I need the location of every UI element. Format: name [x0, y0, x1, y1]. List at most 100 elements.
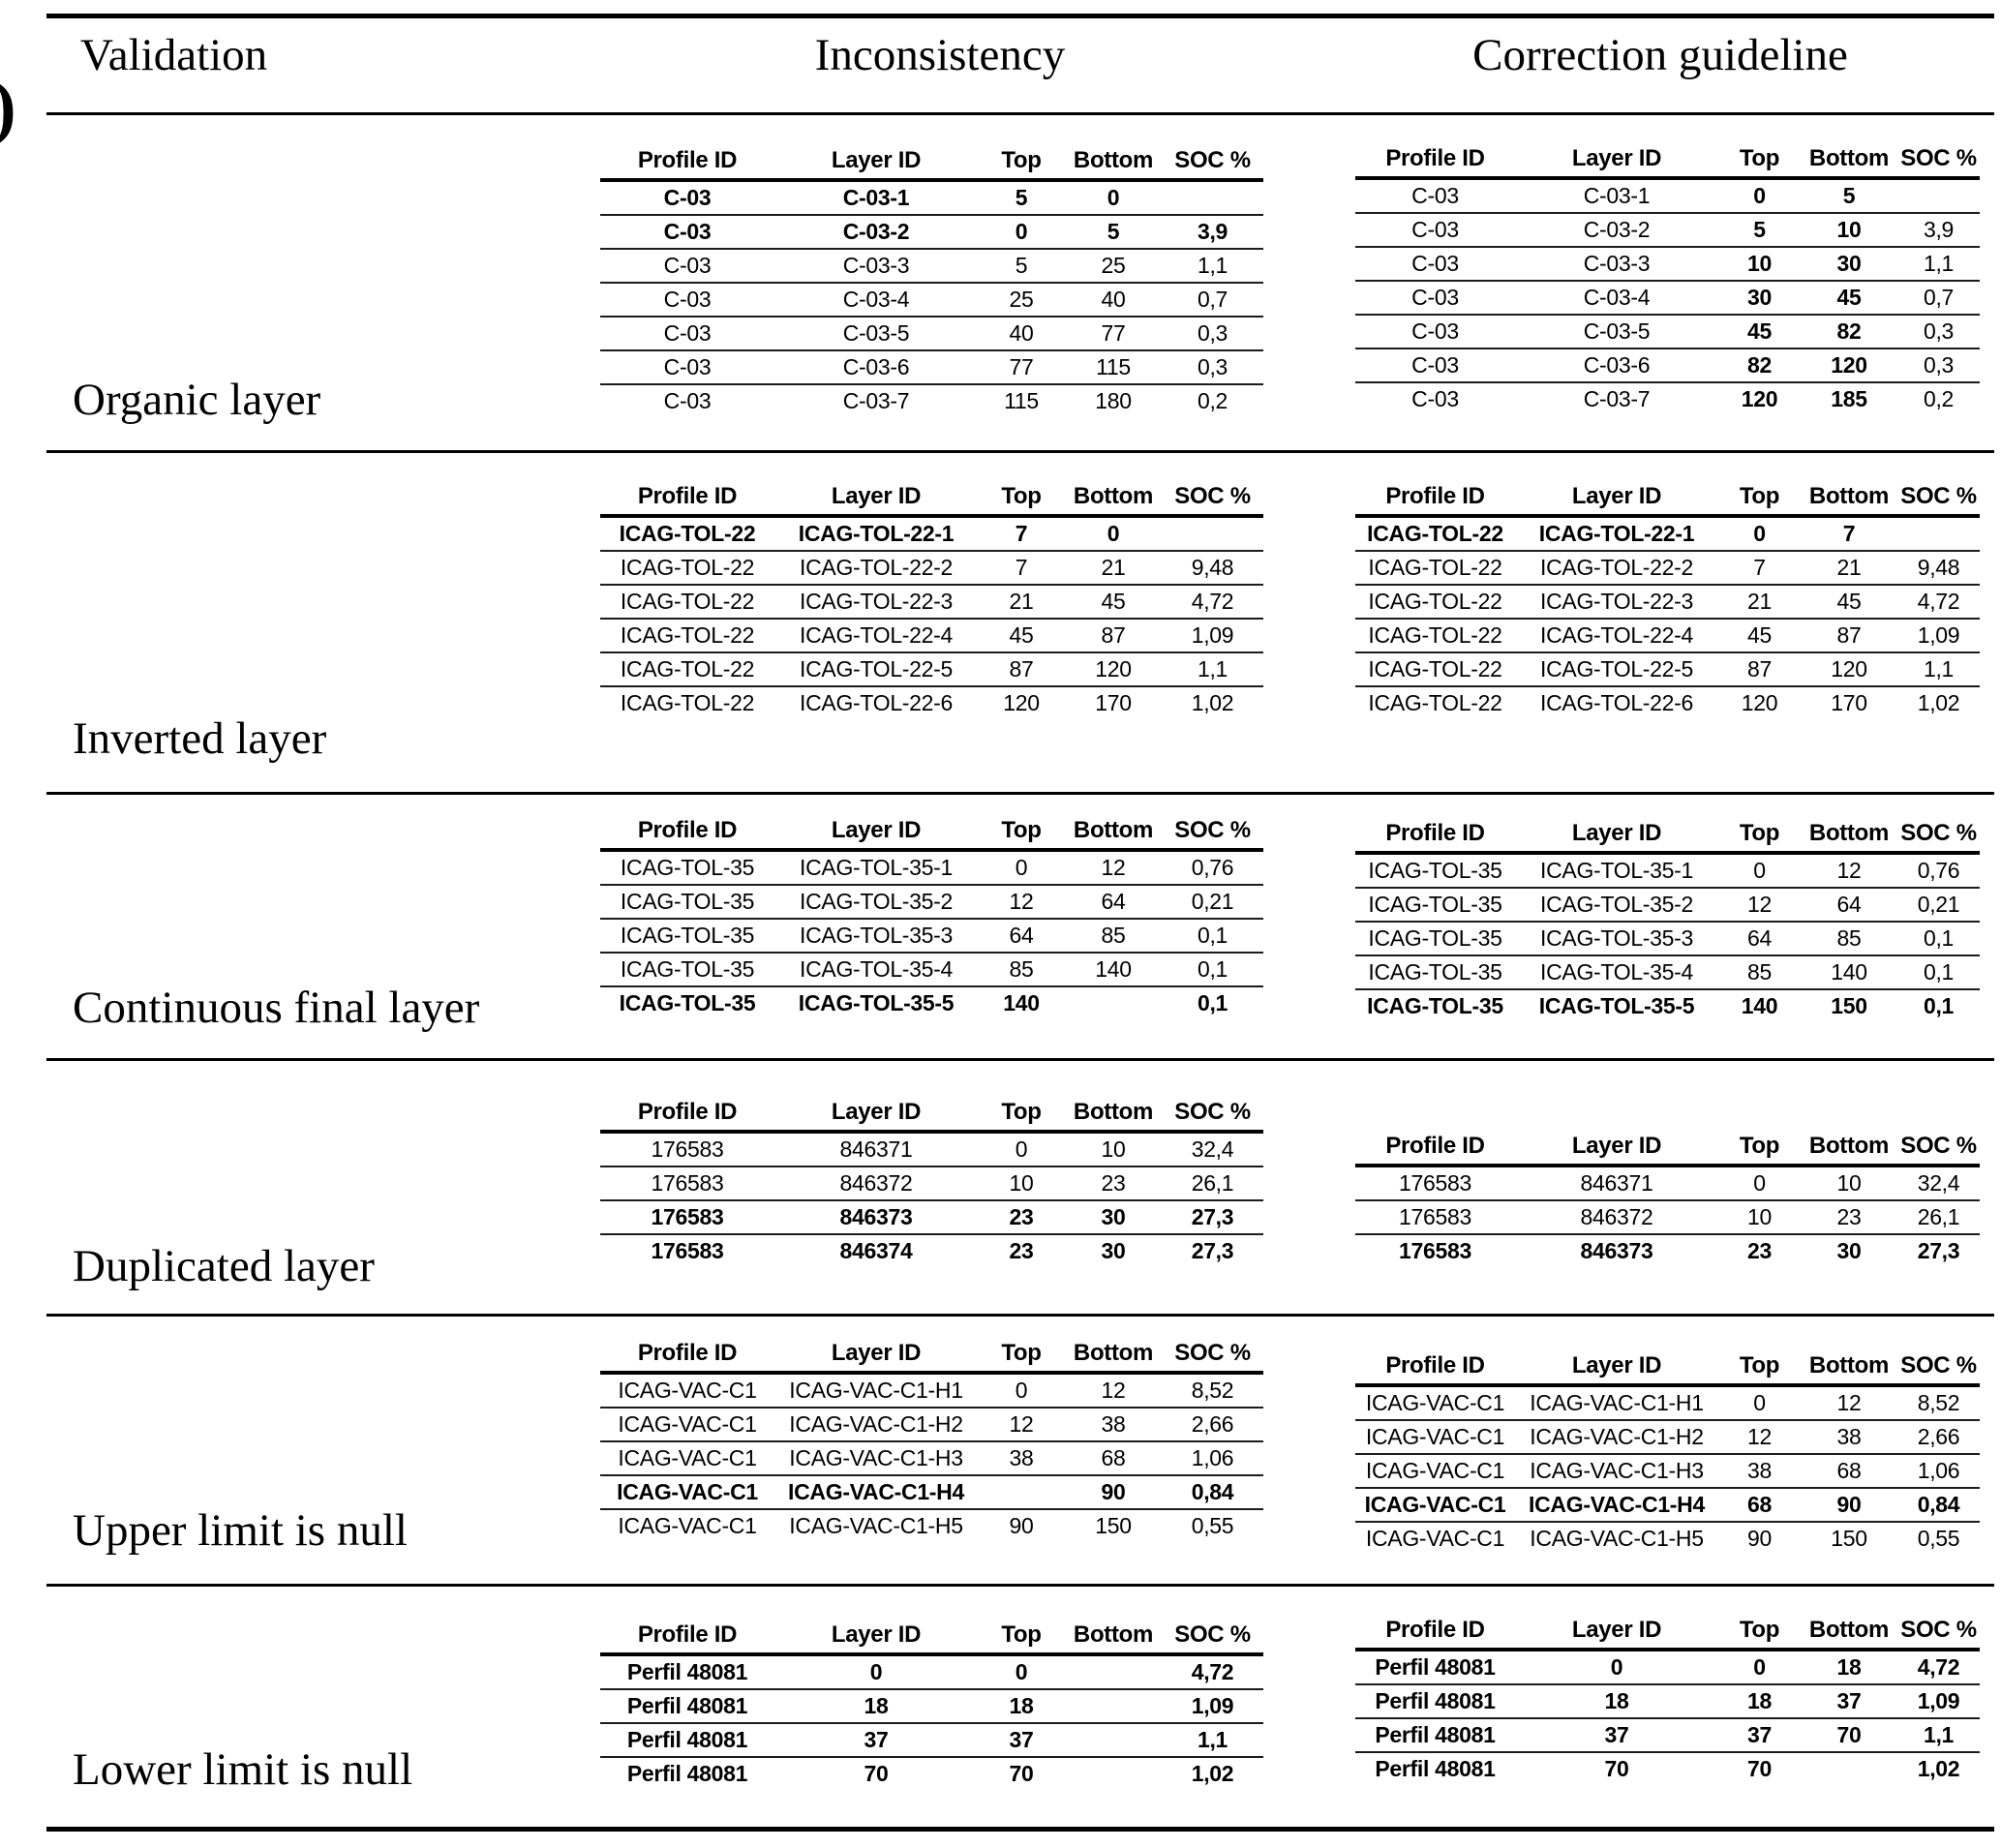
cell: 87 — [1065, 619, 1162, 653]
column-header: Layer ID — [1515, 1129, 1718, 1167]
table-row: ICAG-VAC-C1 ICAG-VAC-C1-H1 0 12 8,52 — [1355, 1385, 1980, 1421]
cell: ICAG-VAC-C1-H3 — [774, 1441, 978, 1476]
cell: 176583 — [1399, 1238, 1471, 1263]
cell — [978, 1475, 1065, 1510]
table-header-row: Profile ID Layer ID Top Bottom SOC % — [600, 1336, 1263, 1375]
cell: 70 — [1747, 1756, 1772, 1781]
cell: C-03-7 — [842, 388, 910, 413]
cell: ICAG-TOL-35 — [619, 990, 756, 1015]
section-label-duplicated-layer: Duplicated layer — [73, 1241, 375, 1291]
table-row: C-03 C-03-1 5 0 — [600, 180, 1263, 216]
column-header: Layer ID — [1515, 816, 1718, 855]
inverted-inconsistency-table-area: Profile ID Layer ID Top Bottom SOC % ICAG-TOL… — [600, 479, 1263, 719]
cell: 85 — [1718, 955, 1801, 990]
cell: 21 — [1718, 585, 1801, 620]
cell: 1,02 — [1917, 1756, 1960, 1781]
cell: ICAG-TOL-35-2 — [774, 885, 978, 920]
cell: 70 — [864, 1761, 889, 1786]
table-row: C-03 C-03-5 40 77 0,3 — [600, 317, 1263, 351]
cell: ICAG-TOL-35 — [1355, 922, 1515, 956]
table-row: ICAG-TOL-22 ICAG-TOL-22-6 120 170 1,02 — [600, 686, 1263, 719]
table-row: 176583 846373 23 30 27,3 — [600, 1200, 1263, 1235]
cell: ICAG-TOL-22-5 — [1515, 652, 1718, 687]
cell: 0,7 — [1162, 283, 1263, 318]
cell: 85 — [1065, 919, 1162, 954]
cell: 82 — [1718, 348, 1801, 383]
cell: 846372 — [1515, 1200, 1718, 1235]
cell: 30 — [1801, 247, 1897, 282]
cell: ICAG-TOL-35-4 — [1515, 955, 1718, 990]
cell: ICAG-TOL-22 — [1355, 585, 1515, 620]
cell: ICAG-TOL-22-4 — [774, 619, 978, 653]
cell: 64 — [1718, 922, 1801, 956]
table-row: ICAG-TOL-35 ICAG-TOL-35-4 85 140 0,1 — [1355, 955, 1980, 990]
cell: 0,1 — [1923, 993, 1955, 1018]
cell: C-03 — [1355, 213, 1515, 248]
cell: 0,84 — [1897, 1488, 1980, 1523]
cell: 40 — [978, 317, 1065, 351]
column-header: Profile ID — [1355, 1129, 1515, 1167]
cell — [1065, 1689, 1162, 1724]
inconsistency-table: Profile ID Layer ID Top Bottom SOC % ICAG-VAC… — [600, 1336, 1263, 1542]
cell: 30 — [1065, 1200, 1162, 1235]
upper-null-inconsistency-table-area: Profile ID Layer ID Top Bottom SOC % ICAG-VAC… — [600, 1336, 1263, 1542]
correction-table: Profile ID Layer ID Top Bottom SOC % Perfil 4… — [1355, 1613, 1980, 1785]
table-row: ICAG-TOL-35 ICAG-TOL-35-3 64 85 0,1 — [1355, 922, 1980, 956]
rule-section-3 — [46, 1058, 1994, 1061]
continuous-correction-table-area: Profile ID Layer ID Top Bottom SOC % ICAG-TOL… — [1355, 816, 1980, 1022]
table-row: C-03 C-03-4 25 40 0,7 — [600, 283, 1263, 318]
cell: Perfil 48081 — [600, 1689, 774, 1724]
table-row: ICAG-TOL-22 ICAG-TOL-22-5 87 120 1,1 — [1355, 652, 1980, 687]
table-row: ICAG-TOL-35 ICAG-TOL-35-5 140 150 0,1 — [1355, 989, 1980, 1022]
table-row: ICAG-TOL-35 ICAG-TOL-35-1 0 12 0,76 — [600, 850, 1263, 886]
table-row: C-03 C-03-2 0 5 3,9 — [600, 215, 1263, 250]
table-row: 176583 846371 0 10 32,4 — [600, 1132, 1263, 1167]
cell: 1,1 — [1162, 652, 1263, 687]
cell: 30 — [1101, 1238, 1126, 1263]
cell: ICAG-TOL-22-6 — [1540, 690, 1693, 715]
cell: ICAG-TOL-35-5 — [1538, 993, 1695, 1018]
column-header: Bottom — [1801, 1613, 1897, 1651]
column-header: Layer ID — [1515, 141, 1718, 180]
column-header: SOC % — [1162, 1618, 1263, 1656]
cell: 140 — [1741, 993, 1778, 1018]
table-row: C-03 C-03-6 82 120 0,3 — [1355, 348, 1980, 383]
column-header: Layer ID — [774, 479, 978, 518]
cell: C-03 — [600, 180, 774, 216]
column-header: Top — [978, 143, 1065, 182]
cell — [1065, 986, 1162, 1019]
cell: 64 — [1801, 888, 1897, 923]
table-row: ICAG-VAC-C1 ICAG-VAC-C1-H2 12 38 2,66 — [600, 1408, 1263, 1442]
cell: 26,1 — [1162, 1166, 1263, 1201]
section-label-lower-limit-null: Lower limit is null — [73, 1744, 413, 1795]
cell: 10 — [1801, 213, 1897, 248]
cell: 12 — [1065, 850, 1162, 886]
cell: 185 — [1831, 386, 1867, 411]
cell: ICAG-VAC-C1-H5 — [789, 1513, 963, 1538]
cell: ICAG-TOL-35 — [600, 953, 774, 987]
cell: 21 — [978, 585, 1065, 620]
cell: ICAG-TOL-22-2 — [1515, 551, 1718, 586]
cell: 18 — [774, 1689, 978, 1724]
cell: ICAG-TOL-22-4 — [1515, 619, 1718, 653]
cell: 12 — [978, 885, 1065, 920]
cell: ICAG-TOL-35 — [600, 885, 774, 920]
cell: 23 — [1801, 1200, 1897, 1235]
cell: C-03-4 — [774, 283, 978, 318]
table-row: ICAG-VAC-C1 ICAG-VAC-C1-H5 90 150 0,55 — [1355, 1522, 1980, 1555]
cell: ICAG-TOL-22 — [1355, 619, 1515, 653]
cell: 1,1 — [1162, 249, 1263, 284]
cell: 45 — [1718, 619, 1801, 653]
cell: Perfil 48081 — [1355, 1650, 1515, 1685]
cell: ICAG-TOL-22 — [1355, 516, 1515, 552]
cell: 115 — [1004, 388, 1039, 413]
cell: 68 — [1065, 1441, 1162, 1476]
inconsistency-table: Profile ID Layer ID Top Bottom SOC % ICAG-TOL… — [600, 813, 1263, 1019]
column-header: SOC % — [1162, 813, 1263, 852]
table-row: ICAG-TOL-35 ICAG-TOL-35-1 0 12 0,76 — [1355, 853, 1980, 889]
cell: 70 — [1801, 1718, 1897, 1753]
cell: 25 — [978, 283, 1065, 318]
cell: 38 — [1801, 1420, 1897, 1455]
cell: C-03-5 — [1515, 315, 1718, 349]
table-row: ICAG-TOL-22 ICAG-TOL-22-2 7 21 9,48 — [600, 551, 1263, 586]
